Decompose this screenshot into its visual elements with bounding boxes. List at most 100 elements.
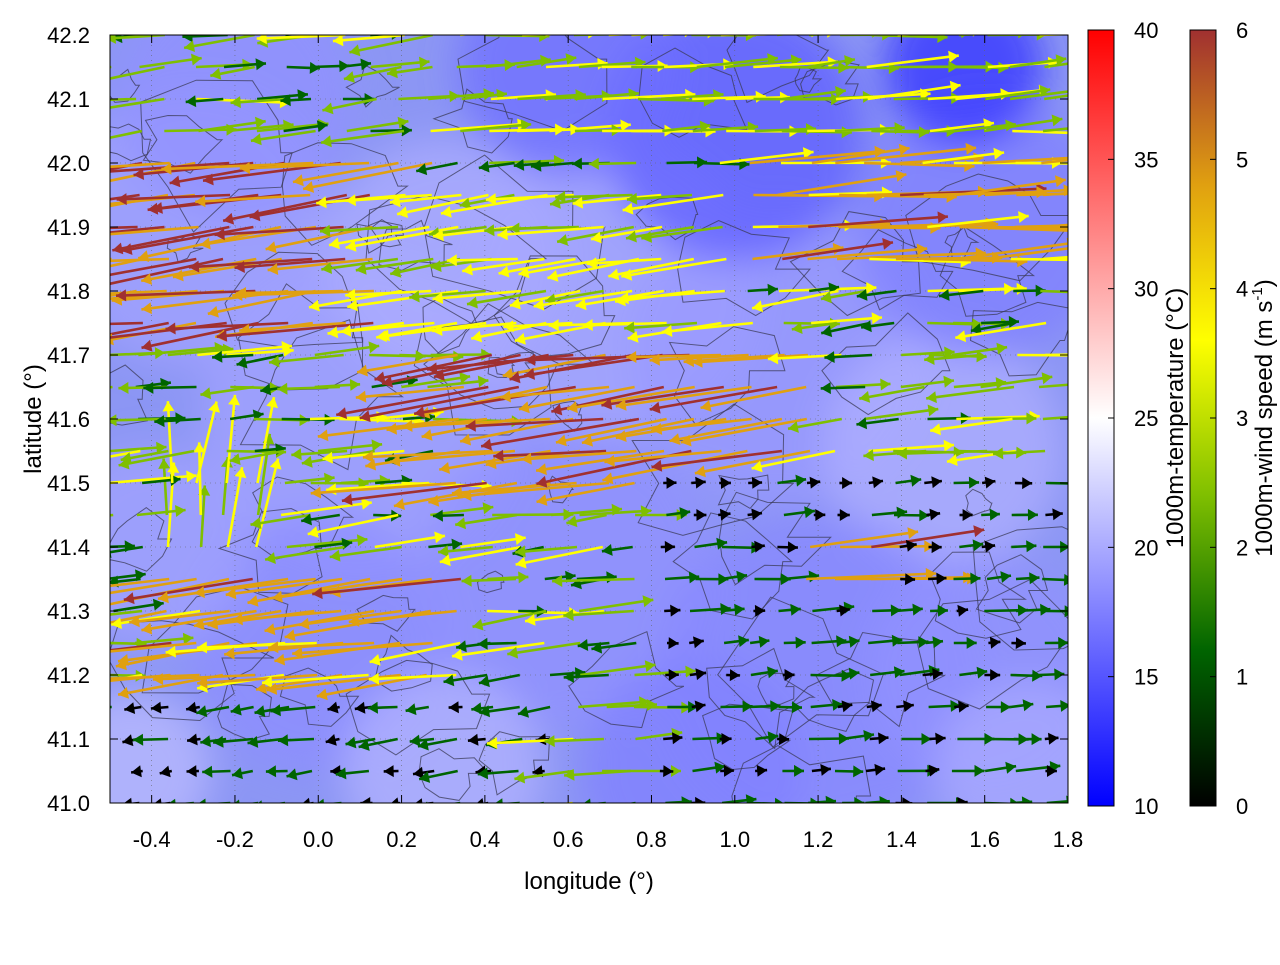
wind-vector-head: [14, 291, 24, 303]
wind-vector-shaft: [78, 131, 111, 134]
wind-vector-head: [325, 24, 336, 36]
temperature-colorbar-tick-label: 20: [1134, 535, 1158, 560]
wind-vector-head: [0, 301, 6, 313]
wind-vector-head: [4, 321, 14, 333]
wind-vector: [43, 387, 113, 401]
wind-vector-head: [244, 24, 255, 36]
x-tick-label: 1.4: [886, 827, 917, 852]
wind-vector-shaft: [460, 25, 531, 35]
wind-colorbar-tick-label: 0: [1236, 794, 1248, 819]
y-tick-label: 41.9: [47, 215, 90, 240]
x-tick-label: 0.0: [303, 827, 334, 852]
wind-vector-shaft: [479, 803, 572, 813]
wind-vector: [114, 21, 180, 35]
wind-vector-head: [82, 766, 92, 778]
wind-vector-head: [65, 584, 76, 596]
x-axis-label: longitude (°): [524, 868, 654, 895]
temperature-colorbar-tick-label: 10: [1134, 794, 1158, 819]
wind-vector-head: [96, 166, 106, 178]
y-axis-label: latitude (°): [20, 364, 47, 474]
wind-vector-shaft: [809, 31, 882, 35]
wind-vector-head: [1115, 223, 1125, 235]
wind-vector: [0, 257, 112, 269]
wind-vector: [92, 702, 112, 714]
wind-vector-head: [50, 627, 61, 639]
y-tick-label: 41.8: [47, 279, 90, 304]
wind-vector-head: [94, 646, 105, 658]
wind-vector-head: [18, 235, 29, 247]
wind-vector-head: [1155, 212, 1166, 224]
wind-vector-head: [1123, 148, 1134, 160]
wind-vector: [777, 22, 843, 35]
wind-vector-head: [1143, 246, 1153, 258]
wind-vector-head: [52, 66, 63, 78]
wind-colorbar-label-sup: -1: [1249, 287, 1266, 300]
x-tick-label: 0.4: [470, 827, 501, 852]
temperature-colorbar-label: 1000m-temperature (°C): [1162, 288, 1189, 548]
wind-colorbar-label-main: 1000m-wind speed (m s: [1251, 301, 1278, 557]
wind-vector-head: [96, 74, 107, 86]
wind-vector-shaft: [748, 31, 837, 35]
wind-colorbar-tick-label: 5: [1236, 147, 1248, 172]
y-tick-label: 41.2: [47, 663, 90, 688]
wind-vector-shaft: [43, 387, 113, 397]
wind-colorbar-tick-label: 2: [1236, 535, 1248, 560]
wind-vector-shaft: [1042, 579, 1074, 580]
wind-vector-shaft: [592, 803, 636, 810]
wind-vector-head: [65, 649, 76, 661]
wind-vector-head: [92, 702, 102, 714]
wind-vector-head: [92, 293, 102, 305]
wind-vector-shaft: [511, 803, 544, 809]
wind-vector: [592, 803, 636, 815]
wind-vector-head: [1064, 574, 1074, 586]
wind-vector-shaft: [545, 25, 622, 35]
wind-vector-head: [31, 165, 41, 177]
wind-vector-head: [53, 203, 64, 215]
temperature-colorbar-tick-label: 15: [1134, 665, 1158, 690]
y-tick-label: 42.2: [47, 23, 90, 48]
wind-vector-head: [95, 673, 105, 685]
wind-vector-head: [40, 257, 50, 269]
temperature-colorbar-tick-label: 35: [1134, 147, 1158, 172]
wind-vector-head: [0, 225, 1, 237]
y-tick-label: 41.0: [47, 791, 90, 816]
wind-vector-shaft: [201, 29, 255, 35]
wind-vector: [82, 766, 107, 778]
wind-vector-head: [26, 343, 37, 355]
x-tick-label: 1.0: [719, 827, 750, 852]
x-tick-label: 1.6: [969, 827, 1000, 852]
wind-vector-shaft: [230, 803, 258, 807]
wind-vector-head: [1067, 24, 1078, 36]
y-tick-label: 41.5: [47, 471, 90, 496]
temperature-colorbar-tick-label: 40: [1134, 18, 1158, 43]
wind-vector-shaft: [1016, 163, 1133, 164]
x-tick-label: 0.8: [636, 827, 667, 852]
wind-vector: [545, 20, 622, 35]
wind-vector: [479, 803, 572, 818]
y-tick-label: 41.6: [47, 407, 90, 432]
wind-vector: [1016, 24, 1078, 36]
wind-vector-head: [1123, 158, 1133, 170]
wind-vector-shaft: [51, 515, 113, 521]
wind-vector-head: [0, 166, 10, 178]
wind-vector-head: [51, 514, 62, 526]
wind-vector-head: [479, 806, 490, 818]
wind-vector-shaft: [927, 31, 971, 35]
wind-vector-shaft: [840, 546, 934, 547]
wind-vector-head: [78, 127, 89, 139]
wind-vector-shaft: [418, 803, 460, 809]
x-tick-label: -0.2: [216, 827, 254, 852]
x-tick-label: 0.2: [386, 827, 417, 852]
wind-vector-head: [592, 803, 603, 815]
wind-vector-head: [92, 177, 103, 189]
wind-colorbar-tick-label: 1: [1236, 665, 1248, 690]
x-tick-label: -0.4: [133, 827, 171, 852]
wind-vector-head: [70, 138, 81, 150]
wind-vector-head: [28, 282, 39, 294]
wind-vector: [285, 24, 336, 36]
wind-vector-head: [96, 102, 107, 114]
x-tick-label: 1.2: [803, 827, 834, 852]
wind-vector-head: [520, 21, 531, 33]
